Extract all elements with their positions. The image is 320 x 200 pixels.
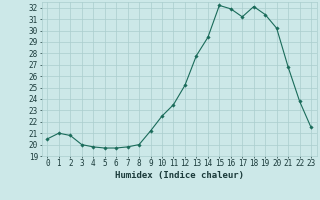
X-axis label: Humidex (Indice chaleur): Humidex (Indice chaleur) bbox=[115, 171, 244, 180]
